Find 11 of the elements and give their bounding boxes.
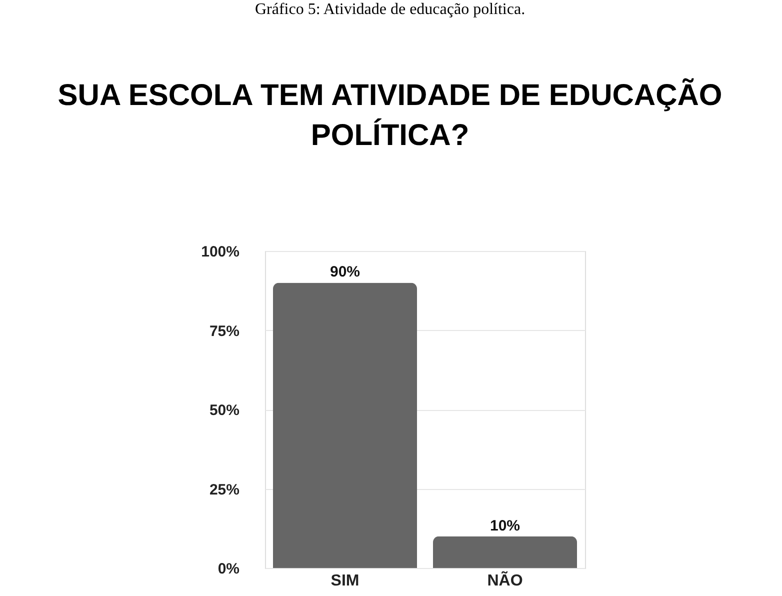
- data-label: 10%: [490, 517, 520, 534]
- x-tick-label: NÃO: [487, 570, 523, 590]
- y-tick-label: 0%: [218, 560, 240, 578]
- x-tick-label: SIM: [330, 572, 360, 590]
- y-tick-label: 25%: [209, 481, 240, 498]
- chart-title: SUA ESCOLA TEM ATIVIDADE DE EDUCAÇÃO POLÍTICA?: [58, 78, 722, 152]
- y-tick-label: 50%: [209, 402, 240, 419]
- y-tick-label: 75%: [209, 322, 240, 340]
- data-label: 90%: [330, 264, 360, 281]
- y-tick-label: 100%: [201, 244, 240, 260]
- text: Gráfico 5: Atividade de educação política.: [254, 1, 526, 18]
